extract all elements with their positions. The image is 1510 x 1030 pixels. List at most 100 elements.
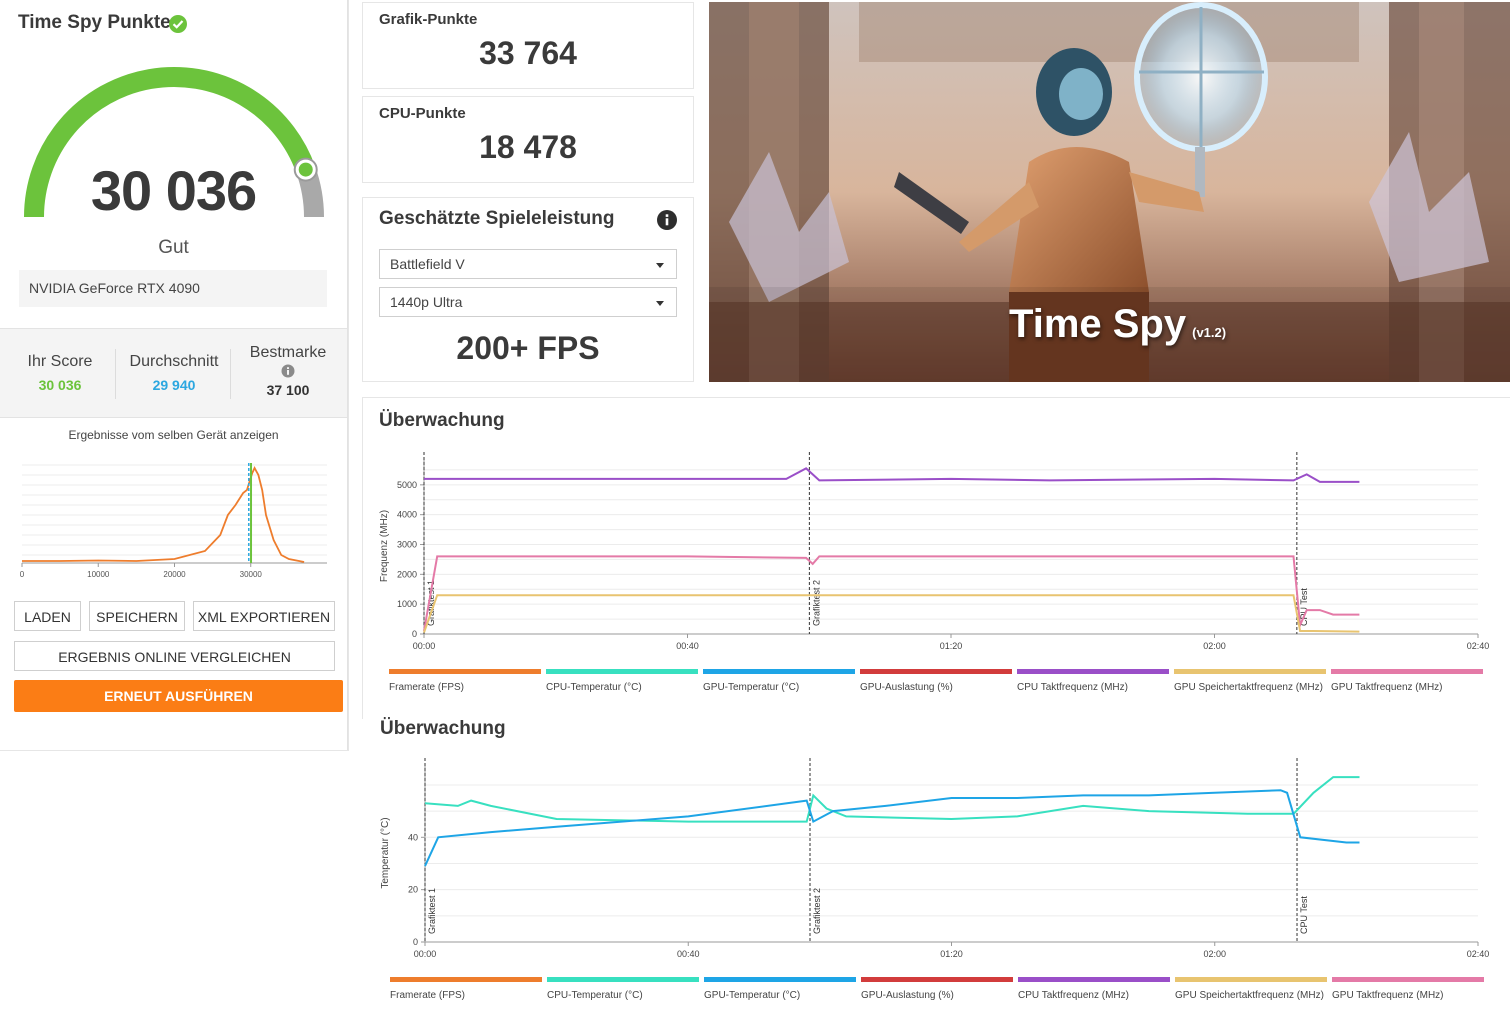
- legend-item[interactable]: GPU-Auslastung (%): [861, 977, 1013, 1001]
- benchmark-hero-image: Time Spy (v1.2): [709, 2, 1510, 382]
- legend-item[interactable]: GPU Speichertaktfrequenz (MHz): [1174, 669, 1326, 693]
- y-tick-label: 4000: [397, 510, 417, 520]
- legend-item[interactable]: Framerate (FPS): [390, 977, 542, 1001]
- game-select-value: Battlefield V: [390, 256, 465, 272]
- legend-item[interactable]: GPU-Auslastung (%): [860, 669, 1012, 693]
- cpu-score-card: CPU-Punkte 18 478: [363, 97, 693, 182]
- test-marker-label: CPU Test: [1299, 896, 1309, 934]
- monitoring-panel-temperature: Überwachung 0 20 40 00:00 00:40 01:20 02:00 02:…: [363, 706, 1510, 1030]
- temperature-legend: Framerate (FPS) CPU-Temperatur (°C) GPU-Te…: [390, 977, 1500, 1007]
- x-tick-label: 02:40: [1467, 949, 1490, 959]
- legend-label: Framerate (FPS): [389, 682, 465, 693]
- y-tick-label: 0: [413, 937, 418, 947]
- legend-swatch: [1175, 977, 1327, 982]
- x-tick-label: 00:40: [677, 949, 700, 959]
- distribution-curve: [22, 465, 305, 563]
- legend-item[interactable]: CPU Taktfrequenz (MHz): [1017, 669, 1169, 693]
- info-icon[interactable]: [657, 210, 677, 230]
- average-label: Durchschnitt: [129, 353, 219, 370]
- score-gauge: [24, 67, 324, 218]
- best-value: 37 100: [266, 382, 310, 398]
- y-tick-label: 40: [408, 832, 418, 842]
- run-again-button[interactable]: ERNEUT AUSFÜHREN: [14, 680, 343, 712]
- series-line: [424, 789, 1360, 867]
- legend-label: CPU-Temperatur (°C): [546, 682, 642, 693]
- legend-label: CPU Taktfrequenz (MHz): [1018, 990, 1129, 1001]
- graphics-score-card: Grafik-Punkte 33 764: [363, 3, 693, 88]
- legend-label: GPU-Temperatur (°C): [703, 682, 800, 693]
- legend-label: GPU Taktfrequenz (MHz): [1332, 990, 1444, 1001]
- same-device-link[interactable]: Ergebnisse vom selben Gerät anzeigen: [68, 428, 279, 442]
- monitoring-title: Überwachung: [379, 410, 505, 431]
- legend-item[interactable]: GPU Taktfrequenz (MHz): [1331, 669, 1483, 693]
- legend-label: GPU-Auslastung (%): [861, 990, 954, 1001]
- series-line: [423, 555, 1360, 632]
- game-performance-title: Geschätzte Spieleleistung: [379, 208, 615, 229]
- frequency-chart: 0 1000 2000 3000 4000 5000 00:00 00:40 01:20 02:0…: [379, 452, 1489, 651]
- gauge-fill: [24, 67, 316, 218]
- legend-item[interactable]: CPU-Temperatur (°C): [546, 669, 698, 693]
- y-tick-label: 0: [412, 629, 417, 639]
- legend-swatch: [860, 669, 1012, 674]
- load-button[interactable]: LADEN: [14, 601, 81, 631]
- legend-label: GPU Taktfrequenz (MHz): [1331, 682, 1443, 693]
- game-performance-card: Geschätzte Spieleleistung Battlefield V …: [363, 198, 693, 381]
- legend-label: GPU Speichertaktfrequenz (MHz): [1174, 682, 1323, 693]
- y-tick-label: 20: [408, 885, 418, 895]
- benchmark-name: Time Spy: [1009, 302, 1187, 346]
- x-tick-label: 00:00: [413, 641, 436, 651]
- compare-online-button[interactable]: ERGEBNIS ONLINE VERGLEICHEN: [14, 641, 335, 671]
- series-line: [424, 776, 1360, 823]
- x-tick-label: 00:40: [676, 641, 699, 651]
- series-line: [424, 467, 1360, 483]
- x-tick-label: 00:00: [414, 949, 437, 959]
- game-select[interactable]: Battlefield V: [379, 249, 677, 279]
- chevron-down-icon: [656, 301, 664, 306]
- legend-swatch: [1018, 977, 1170, 982]
- preset-select[interactable]: 1440p Ultra: [379, 287, 677, 317]
- test-marker-label: Grafiktest 1: [427, 888, 437, 934]
- panel-title: Time Spy Punkte: [18, 12, 171, 33]
- x-tick-label: 01:20: [940, 949, 963, 959]
- main-score: 30 036: [90, 159, 257, 222]
- temperature-chart: 0 20 40 00:00 00:40 01:20 02:00 02:40 Temperatur…: [380, 758, 1490, 959]
- cpu-score-value: 18 478: [479, 129, 577, 165]
- your-score-stat: Ihr Score 30 036: [18, 353, 102, 393]
- benchmark-title: Time Spy (v1.2): [1009, 302, 1226, 347]
- legend-item[interactable]: GPU Speichertaktfrequenz (MHz): [1175, 977, 1327, 1001]
- legend-item[interactable]: GPU-Temperatur (°C): [703, 669, 855, 693]
- frequency-legend: Framerate (FPS) CPU-Temperatur (°C) GPU-Te…: [389, 669, 1499, 699]
- test-marker-label: CPU Test: [1299, 588, 1309, 626]
- benchmark-version: (v1.2): [1192, 325, 1227, 340]
- cpu-score-label: CPU-Punkte: [379, 105, 466, 122]
- legend-item[interactable]: CPU Taktfrequenz (MHz): [1018, 977, 1170, 1001]
- legend-item[interactable]: Framerate (FPS): [389, 669, 541, 693]
- legend-item[interactable]: GPU Taktfrequenz (MHz): [1332, 977, 1484, 1001]
- save-button[interactable]: SPEICHERN: [89, 601, 185, 631]
- check-circle-icon: [169, 15, 187, 33]
- monitoring-title: Überwachung: [380, 718, 506, 739]
- score-stats: Ihr Score 30 036 Durchschnitt 29 940 Bes…: [0, 328, 347, 418]
- legend-swatch: [1017, 669, 1169, 674]
- legend-swatch: [389, 669, 541, 674]
- x-tick-label: 10000: [87, 570, 110, 579]
- y-tick-label: 1000: [397, 599, 417, 609]
- your-score-label: Ihr Score: [27, 353, 93, 370]
- legend-label: CPU-Temperatur (°C): [547, 990, 643, 1001]
- y-axis-label: Temperatur (°C): [380, 817, 391, 888]
- legend-label: GPU-Auslastung (%): [860, 682, 953, 693]
- legend-item[interactable]: CPU-Temperatur (°C): [547, 977, 699, 1001]
- test-marker-label: Grafiktest 2: [811, 580, 821, 626]
- export-xml-button[interactable]: XML EXPORTIEREN: [193, 601, 335, 631]
- info-icon[interactable]: [281, 364, 295, 378]
- legend-label: GPU Speichertaktfrequenz (MHz): [1175, 990, 1324, 1001]
- hero-artwork: [709, 2, 1510, 382]
- chevron-down-icon: [656, 263, 664, 268]
- x-tick-label: 30000: [240, 570, 263, 579]
- x-tick-label: 02:00: [1203, 641, 1226, 651]
- legend-label: CPU Taktfrequenz (MHz): [1017, 682, 1128, 693]
- test-marker-label: Grafiktest 1: [426, 580, 436, 626]
- legend-item[interactable]: GPU-Temperatur (°C): [704, 977, 856, 1001]
- test-marker-label: Grafiktest 2: [812, 888, 822, 934]
- legend-swatch: [547, 977, 699, 982]
